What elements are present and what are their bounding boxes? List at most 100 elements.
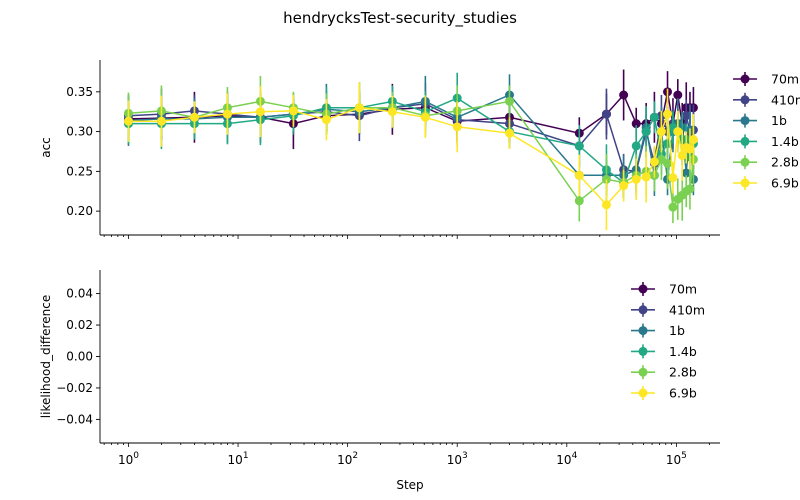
legend-marker: [740, 116, 750, 126]
data-point: [123, 116, 133, 126]
data-point: [222, 109, 232, 119]
data-point: [255, 107, 265, 117]
data-point: [505, 96, 515, 106]
y-tick-label: −0.04: [56, 412, 93, 426]
data-point: [619, 181, 629, 191]
x-tick-base: 10: [118, 453, 133, 467]
x-tick-exponent: 2: [352, 451, 358, 461]
y-axis-label: likelihood_difference: [39, 295, 53, 418]
y-tick-label: −0.02: [56, 381, 93, 395]
x-tick-base: 10: [666, 453, 681, 467]
x-tick-label: 103: [447, 451, 468, 467]
legend: 70m 410m 1b 1.4b 2.8b 6.9b: [733, 72, 800, 191]
data-point: [619, 90, 629, 100]
legend-marker: [638, 346, 648, 356]
data-point: [601, 109, 611, 119]
y-axis-label: acc: [39, 137, 53, 158]
data-point: [574, 141, 584, 151]
legend-label: 1.4b: [771, 134, 799, 149]
data-point: [288, 106, 298, 116]
data-point: [673, 90, 683, 100]
data-point: [668, 173, 678, 183]
x-tick-label: 100: [118, 451, 139, 467]
series-1b: [123, 74, 698, 201]
y-tick-label: 0.20: [66, 204, 93, 218]
legend-marker: [638, 326, 648, 336]
legend-marker: [740, 95, 750, 105]
data-point: [354, 103, 364, 113]
series-line: [128, 106, 695, 206]
legend-marker: [638, 367, 648, 377]
x-axis-label: Step: [396, 478, 423, 492]
x-tick-base: 10: [337, 453, 352, 467]
y-tick-label: 0.30: [66, 125, 93, 139]
x-tick-label: 104: [556, 451, 577, 467]
legend-label: 70m: [771, 72, 799, 87]
data-point: [601, 200, 611, 210]
data-point: [452, 122, 462, 132]
data-point: [631, 174, 641, 184]
x-tick-exponent: 0: [133, 451, 139, 461]
x-tick-exponent: 3: [462, 451, 468, 461]
series-2.8b: [123, 75, 698, 224]
legend-marker: [740, 136, 750, 146]
y-tick-label: 0.00: [66, 350, 93, 364]
x-tick-label: 105: [666, 451, 687, 467]
data-point: [387, 107, 397, 117]
x-tick-label: 101: [228, 451, 249, 467]
data-point: [673, 127, 683, 137]
data-point: [649, 157, 659, 167]
legend-label: 1b: [771, 113, 787, 128]
legend-label: 2.8b: [771, 155, 799, 170]
series-6.9b: [123, 82, 698, 231]
x-tick-base: 10: [556, 453, 571, 467]
data-point: [641, 172, 651, 182]
x-tick-base: 10: [228, 453, 243, 467]
data-point: [505, 128, 515, 138]
y-tick-label: 0.35: [66, 85, 93, 99]
x-tick-exponent: 1: [243, 451, 249, 461]
x-tick-base: 10: [447, 453, 462, 467]
legend-label: 410m: [669, 302, 705, 317]
data-point: [420, 112, 430, 122]
data-point: [574, 170, 584, 180]
data-point: [688, 135, 698, 145]
legend-label: 1b: [669, 323, 685, 338]
series-70m: [123, 69, 698, 150]
data-point: [574, 196, 584, 206]
data-point: [677, 150, 687, 160]
data-point: [631, 141, 641, 151]
data-point: [685, 184, 695, 194]
figure-title: hendrycksTest-security_studies: [283, 9, 517, 28]
legend-marker: [740, 178, 750, 188]
y-tick-label: 0.04: [66, 287, 93, 301]
data-point: [663, 158, 673, 168]
legend-marker: [740, 157, 750, 167]
x-tick-label: 102: [337, 451, 358, 467]
legend-label: 410m: [771, 92, 800, 107]
x-tick-exponent: 5: [681, 451, 687, 461]
legend-label: 1.4b: [669, 344, 697, 359]
data-point: [189, 112, 199, 122]
data-point: [681, 168, 691, 178]
legend-label: 2.8b: [669, 365, 697, 380]
legend-label: 6.9b: [771, 176, 799, 191]
y-tick-label: 0.02: [66, 318, 93, 332]
legend-marker: [740, 74, 750, 84]
data-point: [656, 127, 666, 137]
legend-marker: [638, 284, 648, 294]
data-point: [641, 127, 651, 137]
data-point: [156, 116, 166, 126]
legend-label: 6.9b: [669, 386, 697, 401]
legend: 70m 410m 1b 1.4b 2.8b 6.9b: [631, 282, 705, 401]
y-tick-label: 0.25: [66, 164, 93, 178]
data-point: [649, 112, 659, 122]
data-point: [631, 119, 641, 129]
legend-marker: [638, 305, 648, 315]
data-point: [681, 111, 691, 121]
acc-panel: 0.20 0.25 0.30 0.35 acc 70m 410m 1b 1.4b 2.8b 6.9b: [39, 60, 800, 239]
data-point: [685, 144, 695, 154]
legend-label: 70m: [669, 282, 697, 297]
